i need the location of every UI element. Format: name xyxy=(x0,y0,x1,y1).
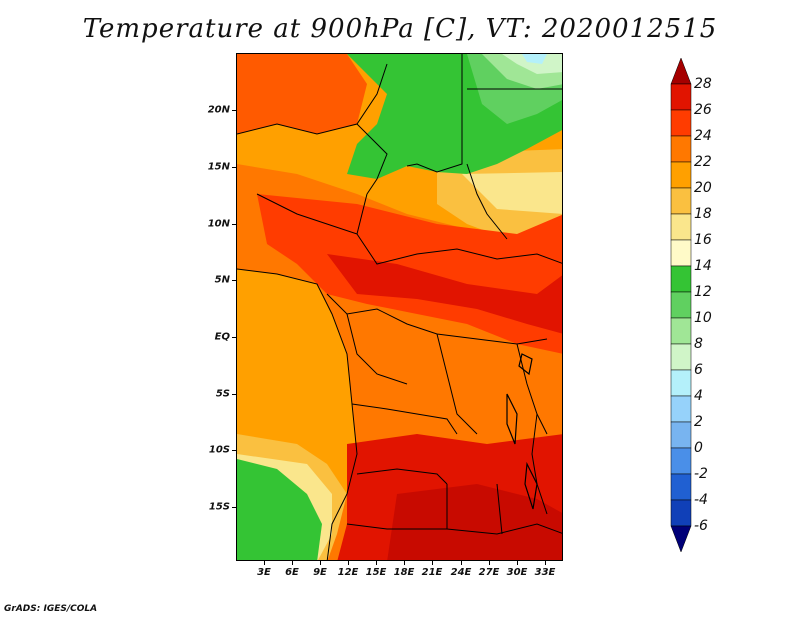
colorbar-swatch xyxy=(670,83,692,111)
colorbar xyxy=(670,58,692,553)
colorbar-level-label: 26 xyxy=(694,102,712,118)
lon-label-24e: 24E xyxy=(450,567,472,578)
colorbar-swatch xyxy=(670,161,692,189)
colorbar-min-triangle xyxy=(670,525,692,553)
colorbar-swatch xyxy=(670,317,692,345)
field-nw-hot xyxy=(237,54,367,134)
lon-label-3e: 3E xyxy=(257,567,271,578)
colorbar-level-label: -4 xyxy=(694,492,708,508)
lon-tick xyxy=(404,561,405,565)
colorbar-level-label: 18 xyxy=(694,206,712,222)
colorbar-level-label: 28 xyxy=(694,76,712,92)
lon-tick xyxy=(545,561,546,565)
lat-tick xyxy=(232,337,236,338)
colorbar-level-label: 20 xyxy=(694,180,712,196)
colorbar-level-label: 8 xyxy=(694,336,703,352)
temperature-field xyxy=(237,54,562,560)
lon-label-15e: 15E xyxy=(365,567,387,578)
colorbar-level-label: 4 xyxy=(694,388,703,404)
lon-tick xyxy=(348,561,349,565)
colorbar-level-label: -6 xyxy=(694,518,708,534)
lat-tick xyxy=(232,394,236,395)
colorbar-level-label: 22 xyxy=(694,154,712,170)
colorbar-level-label: 6 xyxy=(694,362,703,378)
colorbar-level-label: 12 xyxy=(694,284,712,300)
colorbar-swatch xyxy=(670,473,692,501)
lat-tick xyxy=(232,110,236,111)
lat-tick xyxy=(232,450,236,451)
colorbar-level-label: 24 xyxy=(694,128,712,144)
colorbar-swatch xyxy=(670,265,692,293)
country-borders xyxy=(237,54,562,560)
colorbar-level-label: 16 xyxy=(694,232,712,248)
lat-label-5n: 5N xyxy=(214,274,230,286)
lon-tick xyxy=(517,561,518,565)
lat-tick xyxy=(232,507,236,508)
colorbar-swatch xyxy=(670,447,692,475)
lon-tick xyxy=(292,561,293,565)
lon-tick xyxy=(489,561,490,565)
lat-label-10s: 10S xyxy=(208,444,230,456)
colorbar-swatch xyxy=(670,109,692,137)
lat-label-15n: 15N xyxy=(207,161,230,173)
field-central-hotter xyxy=(327,254,562,334)
lat-label-5s: 5S xyxy=(215,388,230,400)
colorbar-level-label: -2 xyxy=(694,466,708,482)
colorbar-swatch xyxy=(670,499,692,527)
colorbar-swatch xyxy=(670,187,692,215)
lon-label-6e: 6E xyxy=(285,567,299,578)
lat-label-10n: 10N xyxy=(207,218,230,230)
field-sahel-pale xyxy=(462,172,562,214)
map-title: Temperature at 900hPa [C], VT: 202001251… xyxy=(82,14,718,44)
lon-tick xyxy=(264,561,265,565)
lon-label-12e: 12E xyxy=(337,567,359,578)
lon-tick xyxy=(432,561,433,565)
colorbar-level-label: 0 xyxy=(694,440,703,456)
temperature-map xyxy=(236,53,563,561)
lat-tick xyxy=(232,224,236,225)
lat-tick xyxy=(232,280,236,281)
lat-label-eq: EQ xyxy=(214,331,230,343)
colorbar-swatch xyxy=(670,135,692,163)
colorbar-swatch xyxy=(670,213,692,241)
lon-tick xyxy=(461,561,462,565)
lat-tick xyxy=(232,167,236,168)
field-atlantic-green xyxy=(237,459,322,560)
colorbar-level-label: 2 xyxy=(694,414,703,430)
colorbar-swatch xyxy=(670,421,692,449)
lon-label-27e: 27E xyxy=(478,567,500,578)
lat-label-20n: 20N xyxy=(207,104,230,116)
colorbar-level-label: 10 xyxy=(694,310,712,326)
lon-label-21e: 21E xyxy=(421,567,443,578)
lon-label-30e: 30E xyxy=(506,567,528,578)
field-north-cyan xyxy=(522,54,547,64)
colorbar-swatch xyxy=(670,369,692,397)
field-south-hotter xyxy=(387,484,562,560)
lon-label-9e: 9E xyxy=(313,567,327,578)
lake-outlines xyxy=(506,353,538,510)
lon-tick xyxy=(376,561,377,565)
colorbar-swatch xyxy=(670,239,692,267)
lat-label-15s: 15S xyxy=(208,501,230,513)
lon-label-18e: 18E xyxy=(393,567,415,578)
colorbar-max-triangle xyxy=(670,58,692,85)
colorbar-swatch xyxy=(670,343,692,371)
lon-tick xyxy=(320,561,321,565)
grads-credit: GrADS: IGES/COLA xyxy=(4,604,98,614)
field-north-mint xyxy=(502,54,562,74)
colorbar-level-label: 14 xyxy=(694,258,712,274)
lon-label-33e: 33E xyxy=(534,567,556,578)
colorbar-swatch xyxy=(670,291,692,319)
colorbar-swatch xyxy=(670,395,692,423)
